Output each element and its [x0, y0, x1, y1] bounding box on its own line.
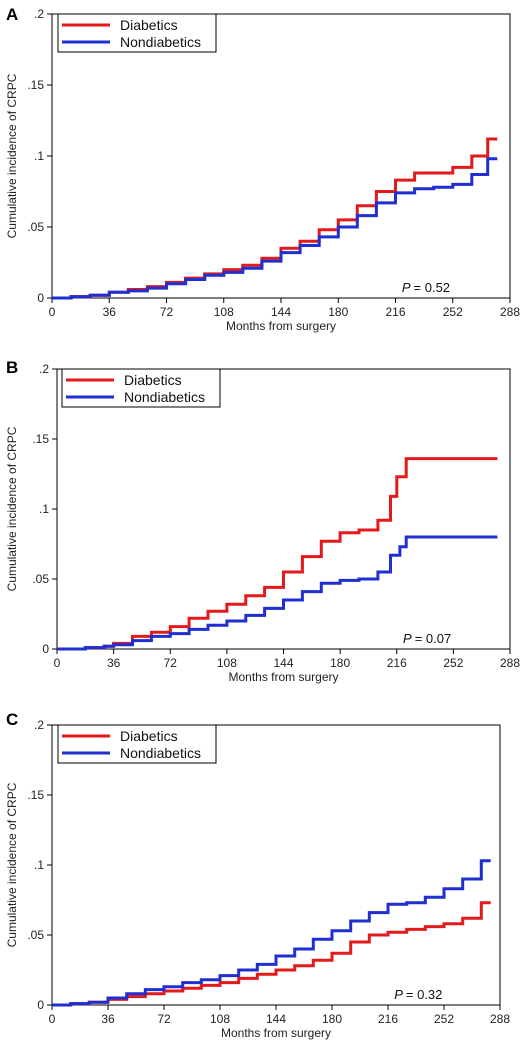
legend-label: Diabetics [124, 372, 182, 388]
x-tick-label: 144 [271, 305, 291, 319]
y-tick-label: .1 [34, 858, 44, 872]
legend-label: Nondiabetics [124, 389, 205, 405]
y-tick-label: .15 [27, 78, 44, 92]
panel-b: B 0 .05 .1 .15 .2 0 36 72 108 144 180 216 252 288 Month… [5, 358, 520, 684]
y-tick-label: .05 [27, 220, 44, 234]
x-tick-label: 72 [157, 1012, 171, 1026]
y-tick-label: .15 [27, 788, 44, 802]
x-tick-label: 36 [101, 1012, 115, 1026]
x-tick-label: 144 [273, 656, 293, 670]
p-value-annotation: P = 0.52 [402, 280, 450, 295]
p-value: = 0.07 [415, 631, 452, 646]
panel-c: C 0 .05 .1 .15 .2 0 36 72 108 144 180 216 252 288 Month… [5, 710, 510, 1040]
series-line-diabetics [57, 457, 498, 651]
legend-box [57, 13, 217, 53]
panel-letter: B [6, 358, 18, 377]
series-line-nondiabetics [52, 859, 491, 1007]
x-tick-label: 0 [49, 1012, 56, 1026]
x-axis-title: Months from surgery [221, 1026, 331, 1040]
y-tick-label: .2 [34, 7, 44, 21]
x-tick-label: 216 [387, 656, 407, 670]
p-label: P [402, 280, 411, 295]
x-tick-label: 216 [385, 305, 405, 319]
p-value: = 0.32 [406, 987, 443, 1002]
y-tick-label: 0 [42, 642, 49, 656]
p-label: P [394, 987, 403, 1002]
x-tick-label: 252 [443, 305, 463, 319]
x-tick-label: 36 [103, 305, 117, 319]
series-line-nondiabetics [52, 157, 498, 300]
y-tick-label: .05 [27, 928, 44, 942]
x-tick-label: 180 [328, 305, 348, 319]
y-tick-label: .1 [34, 149, 44, 163]
p-label: P [403, 631, 412, 646]
series-line-diabetics [52, 137, 498, 300]
legend-box [61, 368, 221, 408]
y-tick-label: .2 [39, 362, 49, 376]
legend-label: Diabetics [120, 17, 178, 33]
y-tick-label: 0 [37, 291, 44, 305]
p-value-annotation: P = 0.07 [403, 631, 451, 646]
legend-label: Diabetics [120, 728, 178, 744]
y-axis-title: Cumulative incidence of CRPC [5, 426, 19, 591]
panel-a: A 0 .05 .1 .15 .2 0 36 72 108 144 180 216 252 288 Month… [5, 5, 520, 333]
y-tick-label: 0 [37, 998, 44, 1012]
legend-label: Nondiabetics [120, 745, 201, 761]
x-tick-label: 0 [49, 305, 56, 319]
p-value-annotation: P = 0.32 [394, 987, 442, 1002]
x-tick-label: 72 [164, 656, 178, 670]
legend-box [57, 724, 217, 764]
y-axis-title: Cumulative incidence of CRPC [5, 782, 19, 947]
x-tick-label: 252 [434, 1012, 454, 1026]
x-tick-label: 288 [500, 656, 520, 670]
x-tick-label: 0 [54, 656, 61, 670]
y-tick-label: .05 [32, 572, 49, 586]
x-tick-label: 36 [107, 656, 121, 670]
x-tick-label: 108 [214, 305, 234, 319]
x-tick-label: 252 [443, 656, 463, 670]
x-tick-label: 144 [266, 1012, 286, 1026]
x-tick-label: 108 [210, 1012, 230, 1026]
y-axis-title: Cumulative incidence of CRPC [5, 73, 19, 238]
y-tick-label: .15 [32, 432, 49, 446]
x-tick-label: 108 [217, 656, 237, 670]
y-tick-label: .1 [39, 502, 49, 516]
x-tick-label: 288 [500, 305, 520, 319]
x-axis-title: Months from surgery [226, 319, 336, 333]
x-tick-label: 288 [490, 1012, 510, 1026]
x-tick-label: 72 [160, 305, 174, 319]
x-tick-label: 180 [330, 656, 350, 670]
p-value: = 0.52 [414, 280, 451, 295]
panel-letter: A [6, 5, 18, 24]
x-axis-title: Months from surgery [228, 670, 338, 684]
series-line-nondiabetics [57, 535, 498, 651]
legend-label: Nondiabetics [120, 34, 201, 50]
panel-letter: C [6, 710, 18, 729]
x-tick-label: 180 [322, 1012, 342, 1026]
y-tick-label: .2 [34, 718, 44, 732]
x-tick-label: 216 [378, 1012, 398, 1026]
